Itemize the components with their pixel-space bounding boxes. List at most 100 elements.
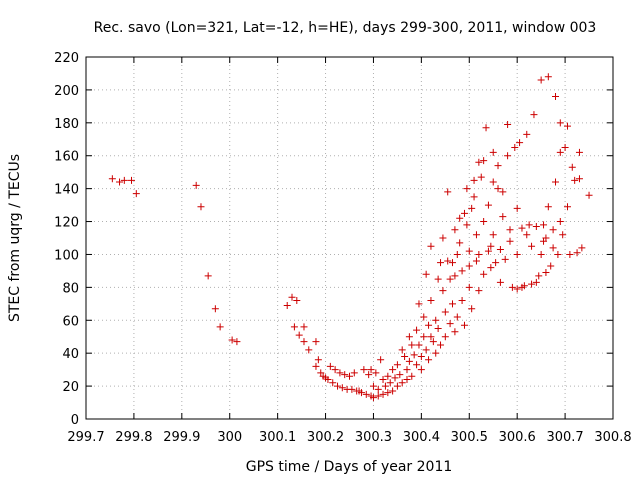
data-point [300,323,308,331]
data-point [540,237,548,245]
data-point [470,176,478,184]
plot-frame [85,56,614,420]
data-point [489,231,497,239]
y-tick-label: 220 [54,51,79,66]
y-tick-label: 80 [62,281,79,296]
y-tick-label: 160 [54,150,79,165]
data-point [341,371,349,379]
data-point [472,257,480,265]
data-point [492,259,500,267]
data-point [544,73,552,81]
data-point [432,316,440,324]
data-point [413,326,421,334]
data-point [446,320,454,328]
data-point [575,148,583,156]
data-point [575,175,583,183]
data-point [369,394,377,402]
data-point [434,325,442,332]
data-point [556,148,564,156]
data-point [571,176,579,184]
data-point [108,175,116,183]
data-point [295,331,303,339]
data-point [549,244,557,252]
data-point [314,356,322,364]
x-tick-label: 299.8 [115,430,152,445]
data-point [425,356,433,364]
data-point [475,158,483,166]
data-point [482,124,490,132]
data-point [444,257,452,265]
data-point [211,305,219,313]
data-point [338,384,346,392]
data-point [415,300,423,308]
data-point [425,321,433,329]
data-point [506,237,514,245]
data-point [408,341,416,349]
data-point [386,379,394,387]
data-point [456,239,464,247]
data-point [204,272,212,280]
data-point [405,333,413,341]
data-point [128,176,136,184]
data-point [384,372,392,380]
data-point [384,389,392,397]
data-point [381,382,389,390]
data-point [415,341,423,349]
data-point [393,382,401,390]
data-point [422,270,430,278]
data-point [458,297,466,305]
data-point [549,226,557,234]
data-point [377,356,385,364]
tick-labels: 299.7 299.8 299.9 300 300.1 300.2 300.3 300.4 30… [54,51,631,445]
y-tick-label: 40 [62,347,79,362]
data-point [523,231,531,239]
data-point [398,346,406,354]
data-point [192,181,200,189]
data-point [372,369,380,377]
data-point [329,379,337,387]
data-point [120,176,128,184]
data-point [408,372,416,380]
data-point [360,366,368,374]
data-point [477,173,485,181]
data-point [324,376,332,384]
data-point [535,272,543,280]
data-point [496,246,504,254]
data-point [513,285,521,293]
x-tick-label: 300.5 [451,430,488,445]
data-point [420,333,428,341]
x-tick-label: 299.9 [163,430,200,445]
data-point [504,120,512,128]
grid [86,57,613,419]
data-point [489,178,497,186]
data-point [410,351,418,359]
data-point [566,250,574,258]
chart-title: Rec. savo (Lon=321, Lat=-12, h=HE), days… [94,20,597,36]
data-point [554,250,562,258]
data-point [556,218,564,226]
data-point [228,336,236,344]
data-point [480,270,488,278]
data-point [568,163,576,171]
data-point [516,139,524,147]
data-point [463,185,471,193]
data-point [537,76,545,84]
data-point [460,209,468,217]
data-point [552,92,560,100]
data-point [504,152,512,160]
data-point [494,185,502,193]
data-point [460,321,468,329]
data-point [453,313,461,321]
data-point [449,300,457,308]
data-point [439,287,447,295]
data-point [449,259,457,267]
y-tick-label: 20 [62,380,79,395]
data-point [458,267,466,275]
data-point [439,234,447,242]
data-point [475,250,483,258]
data-point [427,242,435,250]
data-point [465,262,473,270]
data-point [520,282,528,290]
data-point [417,366,425,374]
